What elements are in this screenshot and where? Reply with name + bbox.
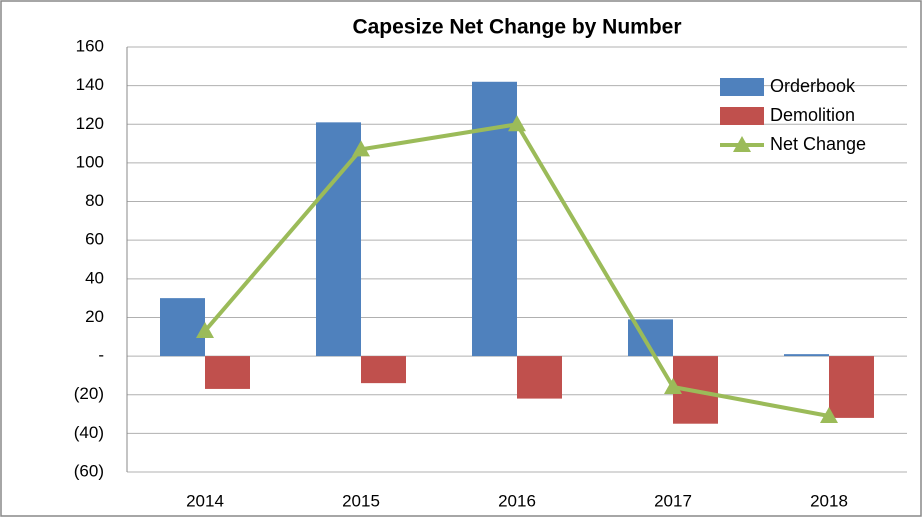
legend-swatch [720,78,764,96]
legend-marker [733,136,751,152]
bar [205,356,250,389]
y-tick-label: (60) [74,461,104,480]
y-tick-label: 80 [85,191,104,210]
legend: Orderbook Demolition Net Change [720,76,866,154]
bar [517,356,562,399]
bar [472,81,517,357]
bar [361,356,406,384]
bar [160,298,205,357]
y-tick-label: 20 [85,307,104,326]
y-tick-label: 140 [76,75,104,94]
bar [316,122,361,357]
line-marker [196,321,214,338]
y-tick-label: - [98,346,104,365]
y-tick-label: (40) [74,423,104,442]
y-tick-label: 100 [76,152,104,171]
legend-label: Net Change [770,134,866,154]
x-tick-label: 2015 [342,491,380,510]
bar [829,356,874,418]
y-tick-label: 40 [85,268,104,287]
y-tick-label: 60 [85,230,104,249]
line-marker [508,115,526,132]
y-tick-label: 120 [76,114,104,133]
line-marker [820,406,838,423]
bar [784,354,829,357]
chart-title: Capesize Net Change by Number [352,16,681,39]
x-tick-label: 2014 [186,491,224,510]
line-marker [664,378,682,394]
line-marker [352,140,370,157]
y-tick-label: 160 [76,36,104,55]
x-tick-label: 2016 [498,491,536,510]
legend-label: Demolition [770,105,855,125]
y-tick-label: (20) [74,384,104,403]
x-tick-label: 2018 [810,491,848,510]
legend-label: Orderbook [770,76,856,96]
x-tick-label: 2017 [654,491,692,510]
legend-swatch [720,107,764,125]
